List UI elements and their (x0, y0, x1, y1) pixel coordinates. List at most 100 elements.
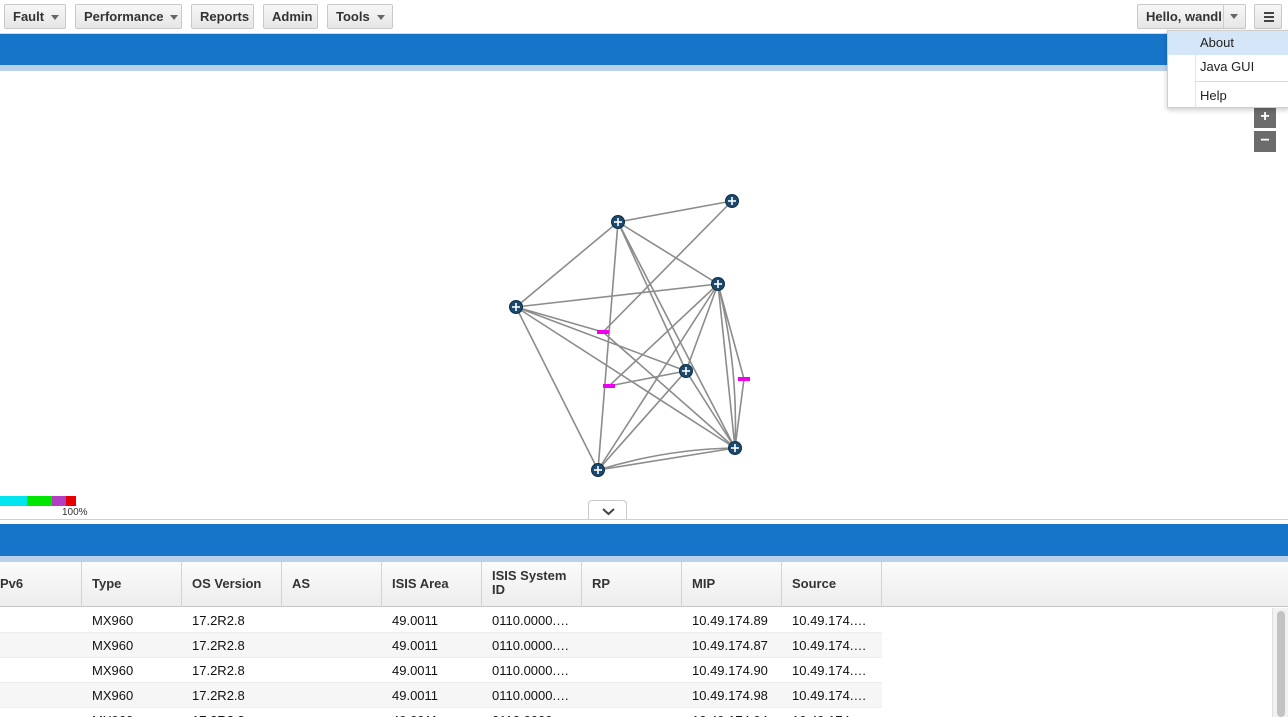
topology-link[interactable] (617, 221, 736, 449)
column-header-rp[interactable]: RP (582, 562, 682, 607)
router-icon[interactable] (611, 215, 625, 229)
link-marker[interactable] (603, 384, 615, 388)
admin-menu-button[interactable]: Admin (263, 4, 318, 29)
menu-item-java-gui-label: Java GUI (1200, 59, 1255, 74)
table-row[interactable]: MX960 17.2R2.8 49.0011 0110.0000.… 10.49… (0, 708, 882, 717)
hamburger-icon-line (1264, 16, 1274, 18)
router-icon[interactable] (725, 194, 739, 208)
column-header-source[interactable]: Source (782, 562, 882, 607)
cell-mip: 10.49.174.94 (682, 708, 782, 717)
cell-isis-system-id: 0110.0000.… (482, 708, 582, 717)
topology-link[interactable] (597, 447, 736, 471)
router-icon[interactable] (591, 463, 605, 477)
cell-mip: 10.49.174.98 (692, 688, 768, 703)
zoom-in-label: + (1260, 108, 1270, 125)
legend-segment-cyan (0, 496, 27, 506)
cell-isis-area: 49.0011 (392, 688, 439, 703)
topology-canvas[interactable] (0, 71, 1288, 520)
column-header-type[interactable]: Type (82, 562, 182, 607)
cell-isis-system-id: 0110.0000.… (492, 663, 570, 678)
link-marker[interactable] (597, 330, 609, 334)
legend-segment-red (66, 496, 76, 506)
topology-nodes (509, 194, 742, 477)
link-marker[interactable] (738, 377, 750, 381)
menu-item-about[interactable]: About (1168, 31, 1288, 55)
topology-link[interactable] (515, 283, 719, 308)
router-icon[interactable] (679, 364, 693, 378)
performance-menu-button[interactable]: Performance (75, 4, 182, 29)
topology-link[interactable] (515, 306, 599, 471)
topology-link[interactable] (617, 221, 687, 372)
cell-type: MX960 (92, 613, 134, 628)
topology-link[interactable] (617, 221, 719, 285)
column-header-label: OS Version (192, 576, 262, 591)
column-header-ipv6[interactable]: Pv6 (0, 562, 82, 607)
cell-as (282, 658, 382, 683)
topology-link[interactable] (685, 370, 736, 449)
column-header-isis-area[interactable]: ISIS Area (382, 562, 482, 607)
zoom-in-button[interactable]: + (1254, 107, 1276, 128)
topology-link[interactable] (515, 306, 736, 449)
user-menu-toggle[interactable] (1223, 5, 1245, 28)
hamburger-icon-line (1264, 20, 1274, 22)
collapse-map-button[interactable] (588, 500, 627, 519)
topology-link[interactable] (597, 370, 687, 471)
chevron-down-icon (170, 15, 179, 21)
topology-link[interactable] (602, 200, 733, 333)
fault-menu-button[interactable]: Fault (4, 4, 66, 29)
topology-link[interactable] (608, 283, 719, 387)
topology-link[interactable] (608, 370, 687, 387)
table-row[interactable]: MX960 17.2R2.8 49.0011 0110.0000.… 10.49… (0, 608, 882, 633)
column-header-as[interactable]: AS (282, 562, 382, 607)
legend-max-label: 100% (62, 507, 88, 518)
tools-menu-button[interactable]: Tools (327, 4, 393, 29)
menu-item-help[interactable]: Help (1168, 84, 1288, 108)
table-row[interactable]: MX960 17.2R2.8 49.0011 0110.0000.… 10.49… (0, 658, 882, 683)
topology-link[interactable] (515, 306, 687, 372)
cell-isis-area: 49.0011 (382, 708, 482, 717)
performance-menu-label: Performance (84, 9, 164, 24)
topology-link[interactable] (602, 331, 736, 449)
map-panel-header-rule (0, 65, 1288, 71)
reports-menu-label: Reports (200, 9, 250, 24)
map-panel-header (0, 34, 1288, 66)
router-icon[interactable] (509, 300, 523, 314)
cell-os-version: 17.2R2.8 (182, 708, 282, 717)
topology-link[interactable] (597, 221, 619, 471)
menu-item-java-gui[interactable]: Java GUI (1168, 55, 1288, 79)
reports-menu-button[interactable]: Reports (191, 4, 254, 29)
cell-as (282, 633, 382, 658)
zoom-out-button[interactable]: − (1254, 131, 1276, 152)
scrollbar-thumb[interactable] (1277, 611, 1285, 717)
cell-source: 10.49.174.… (782, 708, 882, 717)
grid-panel-header-rule (0, 556, 1288, 562)
user-menu-button[interactable]: Hello, wandl (1137, 4, 1246, 29)
cell-os-version: 17.2R2.8 (192, 613, 245, 628)
column-header-label: RP (592, 576, 611, 591)
topology-link[interactable] (685, 283, 719, 372)
grid-vertical-scrollbar[interactable] (1272, 608, 1288, 717)
chevron-down-icon (376, 15, 385, 21)
cell-rp (582, 708, 682, 717)
topology-link[interactable] (597, 447, 736, 471)
table-row[interactable]: MX960 17.2R2.8 49.0011 0110.0000.… 10.49… (0, 633, 882, 658)
column-header-os-version[interactable]: OS Version (182, 562, 282, 607)
cell-type: MX960 (92, 663, 134, 678)
settings-menu-button[interactable] (1254, 4, 1282, 29)
table-row[interactable]: MX960 17.2R2.8 49.0011 0110.0000.… 10.49… (0, 683, 882, 708)
router-icon[interactable] (728, 441, 742, 455)
column-header-mip[interactable]: MIP (682, 562, 782, 607)
column-header-label: Type (92, 576, 122, 591)
router-icon[interactable] (711, 277, 725, 291)
grid-panel-header (0, 524, 1288, 556)
topology-link[interactable] (617, 200, 733, 223)
topology-link[interactable] (515, 221, 619, 308)
topology-markers (597, 330, 750, 388)
topology-link[interactable] (734, 378, 745, 449)
column-header-isis-system-id[interactable]: ISIS System ID (482, 562, 582, 607)
topology-link[interactable] (717, 283, 737, 449)
topology-map[interactable]: + − 100% (0, 71, 1288, 520)
topology-link[interactable] (717, 283, 736, 449)
topology-link[interactable] (515, 306, 604, 333)
cell-as (282, 683, 382, 708)
